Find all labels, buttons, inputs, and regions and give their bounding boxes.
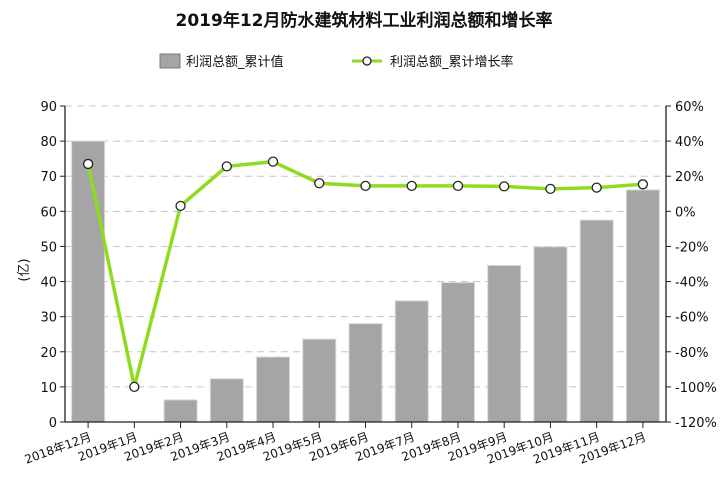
line-point bbox=[406, 180, 417, 192]
bar bbox=[625, 189, 660, 423]
bar bbox=[71, 140, 106, 423]
y2-tick-label: -120% bbox=[675, 416, 717, 431]
bar bbox=[579, 219, 614, 423]
line-point bbox=[82, 158, 94, 170]
line-point bbox=[129, 381, 140, 393]
line-point bbox=[221, 161, 232, 172]
bar bbox=[487, 264, 522, 423]
y-axis-label: (亿) bbox=[17, 258, 32, 281]
y-tick-label: 30 bbox=[40, 311, 57, 326]
bar bbox=[209, 378, 244, 423]
y2-tick-label: 0% bbox=[675, 205, 696, 220]
legend-bar-swatch bbox=[159, 53, 181, 69]
y2-tick-label: 60% bbox=[675, 100, 704, 115]
bar bbox=[348, 323, 383, 423]
bar bbox=[302, 338, 337, 423]
line-point bbox=[591, 182, 602, 193]
y2-tick-label: -100% bbox=[675, 381, 717, 396]
line-point bbox=[452, 180, 464, 192]
legend-line-marker bbox=[362, 56, 372, 66]
line-point bbox=[314, 178, 325, 189]
y2-tick-label: -20% bbox=[675, 240, 709, 255]
y2-tick-label: -40% bbox=[675, 276, 709, 291]
legend-bar-label: 利润总额_累计值 bbox=[186, 54, 284, 70]
y2-tick-label: -60% bbox=[675, 311, 709, 326]
line-point bbox=[637, 179, 649, 190]
bar bbox=[394, 300, 429, 423]
line-point bbox=[545, 183, 556, 195]
y-tick-label: 0 bbox=[49, 416, 57, 431]
legend-line-label: 利润总额_累计增长率 bbox=[390, 54, 514, 70]
bar bbox=[533, 246, 568, 423]
y-tick-label: 70 bbox=[40, 170, 57, 185]
y-tick-label: 90 bbox=[40, 100, 57, 115]
y2-tick-label: 20% bbox=[675, 170, 704, 185]
chart-title: 2019年12月防水建筑材料工业利润总额和增长率 bbox=[176, 10, 553, 31]
y2-tick-label: -80% bbox=[675, 346, 709, 361]
y-tick-label: 50 bbox=[40, 240, 57, 255]
line-point bbox=[267, 156, 279, 167]
y-tick-label: 40 bbox=[40, 276, 57, 291]
bar bbox=[256, 356, 291, 423]
y-tick-label: 10 bbox=[40, 381, 57, 396]
y2-tick-label: 40% bbox=[675, 135, 704, 150]
y-tick-label: 20 bbox=[40, 346, 57, 361]
line-point bbox=[499, 181, 510, 192]
line-point bbox=[175, 200, 186, 212]
bar bbox=[163, 399, 198, 423]
y-tick-label: 60 bbox=[40, 205, 57, 220]
y-tick-label: 80 bbox=[40, 135, 57, 150]
bar bbox=[440, 282, 475, 423]
line-point bbox=[360, 180, 371, 192]
